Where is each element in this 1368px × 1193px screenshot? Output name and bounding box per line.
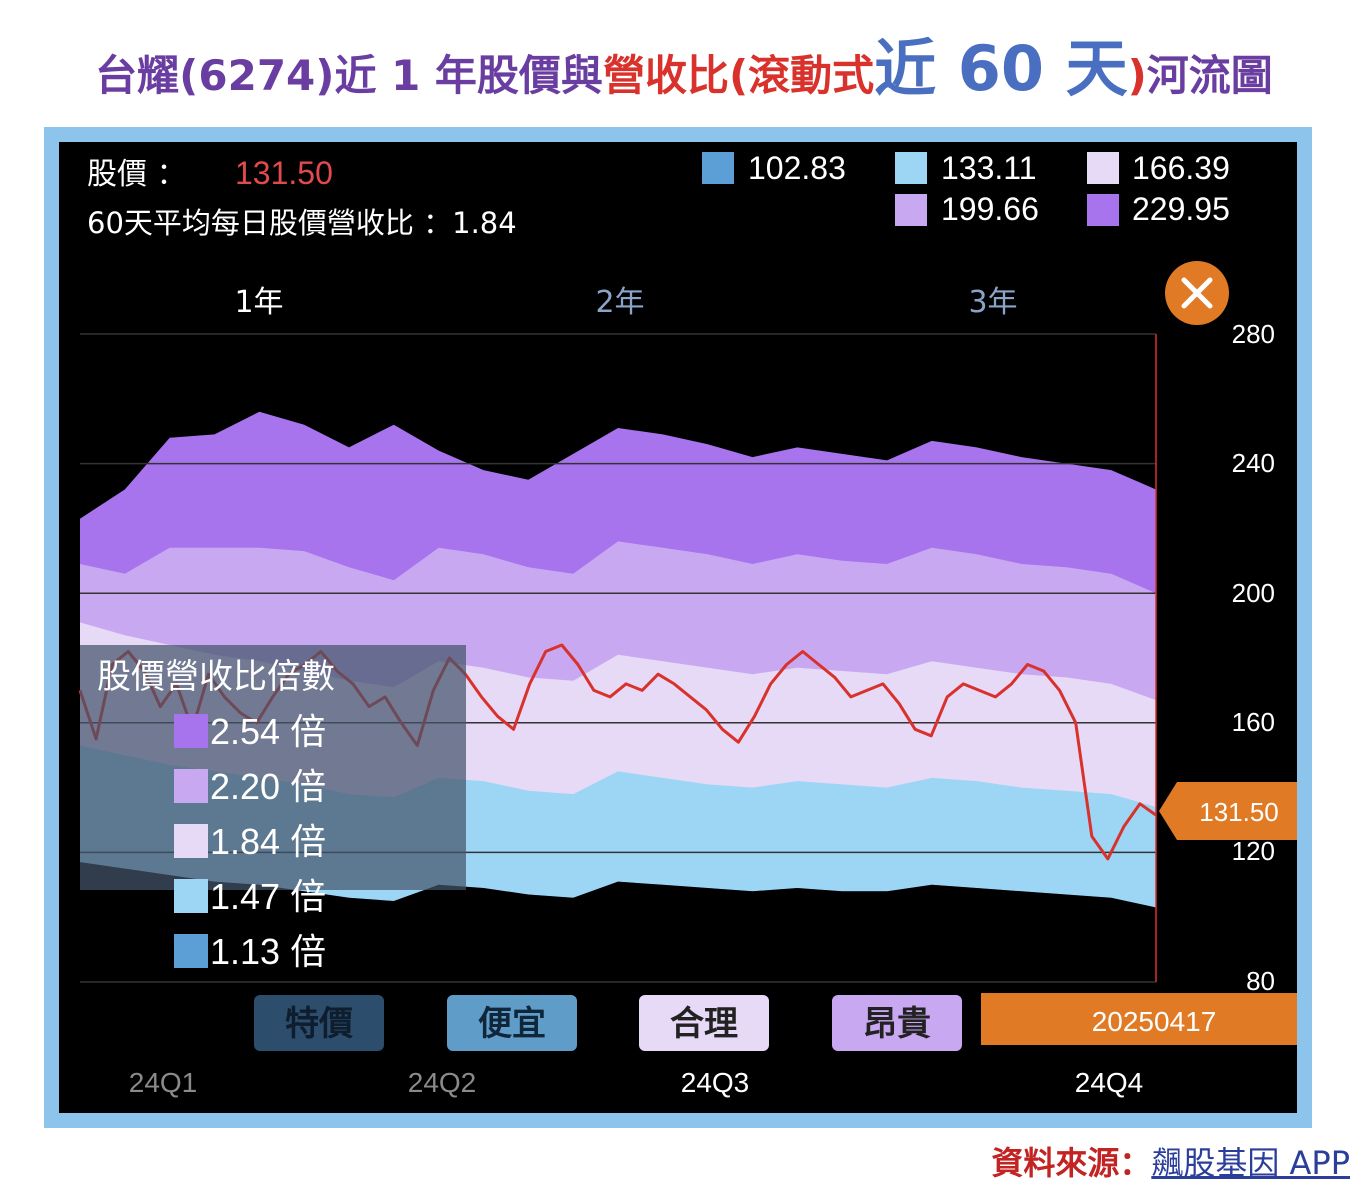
x-tick-24q3: 24Q3: [681, 1067, 750, 1098]
title-part-3: 近 60 天: [874, 32, 1128, 105]
date-badge: [981, 993, 1297, 1045]
y-tick-280: 280: [1232, 319, 1275, 349]
y-tick-120: 120: [1232, 836, 1275, 866]
multiple-label-2: 2.20 倍: [210, 766, 326, 807]
river-chart: 280 240 200 160 120 80 股價營收比倍數 2.54 倍 2.…: [78, 150, 1297, 1098]
y-tick-200: 200: [1232, 578, 1275, 608]
price-badge: 131.50: [1159, 782, 1297, 840]
y-tick-240: 240: [1232, 448, 1275, 478]
legend-value-5: 229.95: [1132, 191, 1230, 227]
price-badge-text: 131.50: [1199, 797, 1279, 827]
price-label: 股價 ：: [87, 157, 187, 192]
legend-swatch-3: [1087, 152, 1119, 184]
title-part-5: 河流圖: [1146, 51, 1273, 100]
multiple-legend-title: 股價營收比倍數: [97, 657, 335, 697]
x-tick-24q4: 24Q4: [1075, 1067, 1144, 1098]
tab-3-year[interactable]: 3年: [968, 285, 1017, 320]
multiple-swatch-5: [174, 934, 208, 968]
legend-swatch-4: [895, 194, 927, 226]
page-title: 台耀(6274)近 1 年股價與營收比(滾動式近 60 天)河流圖: [0, 34, 1368, 111]
price-value: 131.50: [235, 155, 333, 191]
date-badge-text: 20250417: [1092, 1006, 1217, 1037]
legend-swatch-5: [1087, 194, 1119, 226]
multiple-label-5: 1.13 倍: [210, 931, 326, 972]
legend-value-4: 199.66: [941, 191, 1039, 227]
button-cheap[interactable]: [447, 995, 577, 1051]
x-tick-24q2: 24Q2: [408, 1067, 477, 1098]
multiple-swatch-3: [174, 824, 208, 858]
title-part-1: 台耀(6274)近 1 年股價與: [95, 51, 603, 100]
button-expensive-label[interactable]: 昂貴: [863, 1004, 931, 1044]
legend-swatch-2: [895, 152, 927, 184]
multiple-legend-panel: [80, 645, 466, 890]
multiple-swatch-1: [174, 714, 208, 748]
multiple-swatch-4: [174, 879, 208, 913]
button-expensive[interactable]: [832, 995, 962, 1051]
y-tick-80: 80: [1246, 966, 1275, 996]
close-icon[interactable]: [1181, 277, 1213, 309]
price-badge-shape: [1159, 782, 1297, 840]
multiple-label-3: 1.84 倍: [210, 821, 326, 862]
x-tick-24q1: 24Q1: [129, 1067, 198, 1098]
source-label: 資料來源：: [991, 1144, 1152, 1182]
legend-value-2: 133.11: [941, 150, 1037, 186]
button-special-price[interactable]: [254, 995, 384, 1051]
app-screen: 280 240 200 160 120 80 股價營收比倍數 2.54 倍 2.…: [59, 142, 1297, 1113]
title-part-2: 營收比(滾動式: [602, 51, 875, 100]
legend-value-1: 102.83: [748, 150, 846, 186]
button-fair[interactable]: [639, 995, 769, 1051]
legend-swatch-1: [702, 152, 734, 184]
source-app-link[interactable]: 飆股基因 APP: [1151, 1144, 1350, 1182]
tab-2-year[interactable]: 2年: [595, 285, 644, 320]
river-band-floor: [80, 862, 1156, 982]
button-special-price-label[interactable]: 特價: [285, 1004, 353, 1044]
close-button[interactable]: [1165, 261, 1229, 325]
multiple-label-4: 1.47 倍: [210, 876, 326, 917]
y-tick-160: 160: [1232, 707, 1275, 737]
button-cheap-label[interactable]: 便宜: [478, 1004, 546, 1044]
source-note: 資料來源：飆股基因 APP: [991, 1138, 1350, 1184]
multiple-label-1: 2.54 倍: [210, 711, 326, 752]
button-fair-label[interactable]: 合理: [670, 1004, 738, 1044]
legend-value-3: 166.39: [1132, 150, 1230, 186]
tab-1-year[interactable]: 1年: [234, 285, 283, 320]
multiple-swatch-2: [174, 769, 208, 803]
title-part-4: ): [1127, 51, 1147, 100]
avg-ratio-text: 60天平均每日股價營收比 ：1.84: [87, 206, 517, 240]
